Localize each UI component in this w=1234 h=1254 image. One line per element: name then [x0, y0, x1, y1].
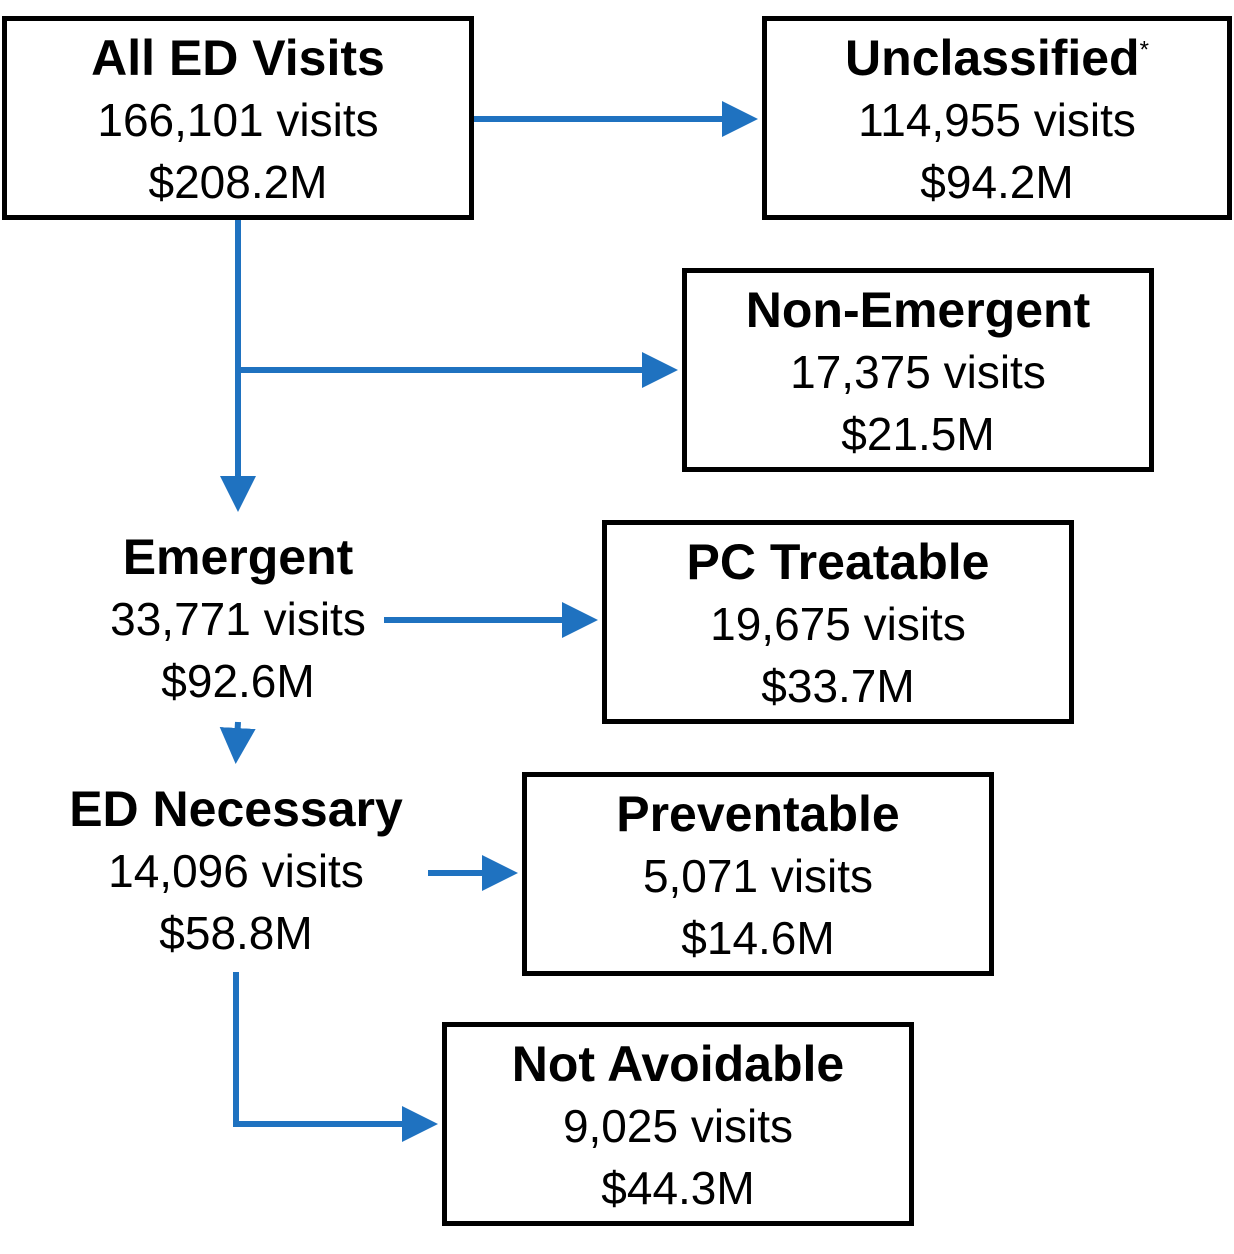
node-visits: 33,771 visits — [110, 593, 366, 645]
node-title: Non-Emergent — [745, 282, 1091, 338]
node-ed-necessary: ED Necessary 14,096 visits $58.8M — [36, 772, 436, 976]
node-not-avoidable: Not Avoidable 9,025 visits $44.3M — [442, 1022, 914, 1226]
node-cost: $58.8M — [159, 907, 313, 959]
node-cost: $94.2M — [920, 156, 1074, 208]
node-cost: $21.5M — [841, 408, 995, 460]
node-non-emergent: Non-Emergent 17,375 visits $21.5M — [682, 268, 1154, 472]
node-visits: 17,375 visits — [790, 346, 1046, 398]
node-cost: $14.6M — [681, 912, 835, 964]
node-title: All ED Visits — [91, 30, 385, 86]
node-cost: $44.3M — [601, 1162, 755, 1214]
node-cost: $92.6M — [161, 655, 315, 707]
node-unclassified: Unclassified* 114,955 visits $94.2M — [762, 16, 1232, 220]
node-title: Preventable — [616, 786, 900, 842]
node-visits: 9,025 visits — [562, 1100, 794, 1152]
node-cost: $33.7M — [761, 660, 915, 712]
node-title: Not Avoidable — [511, 1036, 845, 1092]
node-pc-treatable: PC Treatable 19,675 visits $33.7M — [602, 520, 1074, 724]
footnote-mark: * — [1139, 36, 1149, 64]
node-visits: 114,955 visits — [858, 94, 1136, 146]
node-title: ED Necessary — [69, 781, 403, 837]
node-all-ed-visits: All ED Visits 166,101 visits $208.2M — [2, 16, 474, 220]
node-visits: 14,096 visits — [108, 845, 364, 897]
node-visits: 5,071 visits — [642, 850, 874, 902]
node-title: Emergent — [122, 529, 354, 585]
node-preventable: Preventable 5,071 visits $14.6M — [522, 772, 994, 976]
node-emergent: Emergent 33,771 visits $92.6M — [58, 520, 418, 724]
node-cost: $208.2M — [148, 156, 328, 208]
node-title-text: Unclassified — [845, 30, 1140, 86]
connector-emergent-to-ed-necessary — [219, 721, 256, 764]
node-visits: 166,101 visits — [97, 94, 379, 146]
node-visits: 19,675 visits — [710, 598, 966, 650]
node-title: PC Treatable — [686, 534, 990, 590]
node-title: Unclassified* — [767, 27, 1227, 89]
connector-ed-necessary-to-not-avoidable — [233, 972, 438, 1142]
